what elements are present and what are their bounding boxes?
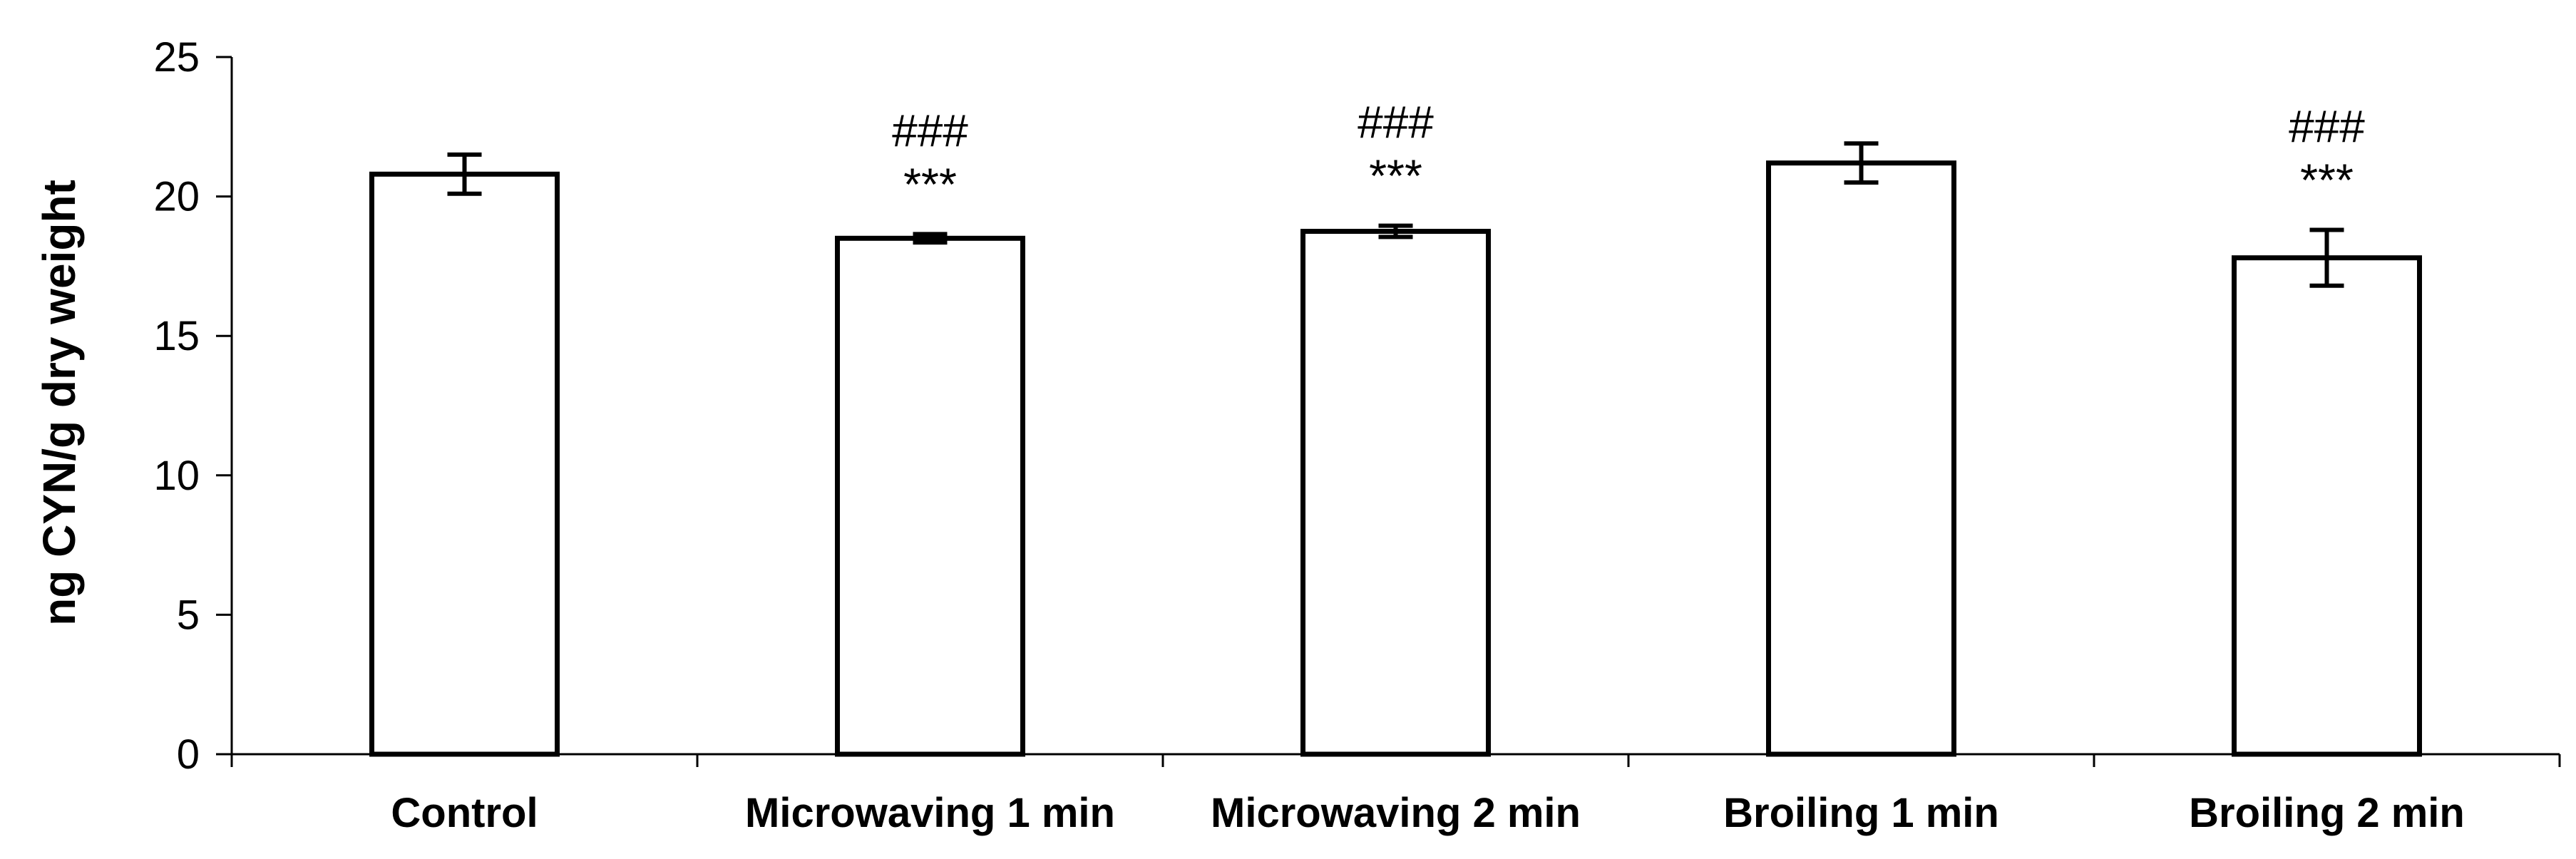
- y-tick-label: 15: [153, 313, 200, 359]
- significance-hash-label: ###: [1358, 97, 1434, 148]
- significance-star-label: ***: [903, 158, 957, 210]
- x-category-label: Microwaving 2 min: [1211, 790, 1581, 836]
- y-axis-title: ng CYN/g dry weight: [34, 180, 85, 626]
- x-category-label: Broiling 1 min: [1723, 790, 1999, 836]
- x-category-label: Microwaving 1 min: [745, 790, 1115, 836]
- y-tick-label: 20: [153, 174, 200, 220]
- significance-star-label: ***: [1369, 150, 1422, 202]
- bar: [1766, 160, 1956, 757]
- x-category-label: Control: [391, 790, 538, 836]
- y-tick-label: 0: [177, 731, 200, 778]
- y-tick-label: 25: [153, 34, 200, 81]
- bar: [1300, 229, 1491, 757]
- bar: [835, 235, 1025, 757]
- bar: [369, 171, 560, 757]
- significance-hash-label: ###: [2289, 101, 2365, 153]
- x-category-label: Broiling 2 min: [2189, 790, 2465, 836]
- significance-hash-label: ###: [892, 105, 968, 156]
- y-tick-label: 5: [177, 592, 200, 638]
- y-tick-label: 10: [153, 453, 200, 499]
- bar: [2232, 255, 2422, 757]
- significance-star-label: ***: [2300, 155, 2354, 206]
